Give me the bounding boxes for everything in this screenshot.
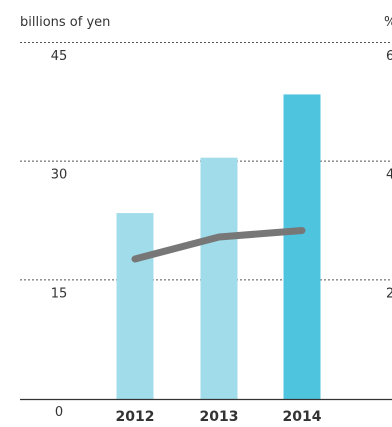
right-tick-label-6: 6	[386, 49, 392, 64]
left-tick-label-45: 45	[51, 49, 68, 64]
right-tick-label-4: 4	[386, 168, 392, 183]
category-label-2014: 2014	[283, 409, 322, 425]
bar-2014	[283, 94, 321, 399]
category-label-2013: 2013	[200, 409, 239, 425]
right-axis-unit-label: %	[384, 15, 392, 30]
category-labels: 2012 2013 2014	[116, 409, 322, 425]
line-series	[131, 226, 306, 263]
bar-2013	[200, 157, 238, 399]
bar-2012	[116, 213, 154, 399]
left-axis-ticks: 0 15 30 45	[51, 49, 68, 420]
right-tick-label-2: 2	[386, 286, 392, 301]
category-label-2012: 2012	[116, 409, 155, 425]
left-tick-label-30: 30	[51, 168, 68, 183]
right-axis-ticks: 2 4 6	[386, 49, 392, 301]
left-tick-label-15: 15	[51, 286, 68, 301]
bar-series	[116, 94, 321, 399]
left-axis-unit-label: billions of yen	[20, 15, 110, 30]
left-tick-label-0: 0	[55, 405, 63, 420]
